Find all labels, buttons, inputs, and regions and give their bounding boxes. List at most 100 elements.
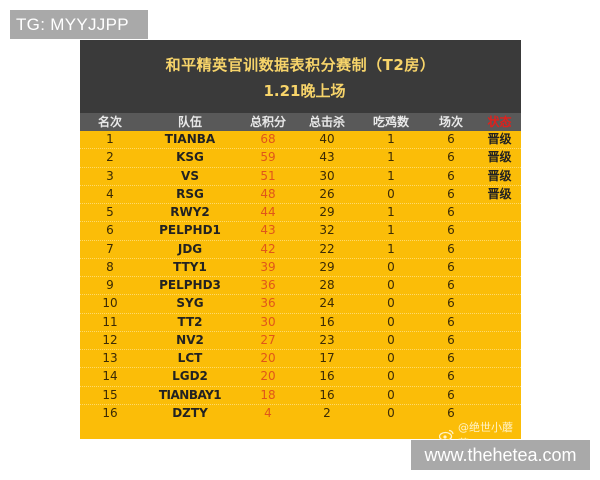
rank-cell: 15 xyxy=(102,387,118,402)
chicken-cell: 1 xyxy=(387,150,395,165)
top-watermark-label: TG: MYYJJPP xyxy=(10,10,148,39)
rank-cell: 2 xyxy=(106,150,114,165)
kills-cell: 17 xyxy=(319,351,335,365)
status-cell xyxy=(478,295,521,312)
chicken-cell: 1 xyxy=(387,168,395,183)
kills-cell: 29 xyxy=(319,259,335,274)
table-row: 6 PELPHD1 43 32 1 6 xyxy=(80,222,521,241)
team-cell: DZTY xyxy=(172,405,208,420)
kills-cell: 23 xyxy=(319,332,335,347)
status-cell: 晋级 xyxy=(487,132,512,146)
points-cell: 18 xyxy=(260,387,276,402)
header-games: 场次 xyxy=(438,115,463,129)
header-points: 总积分 xyxy=(249,115,286,129)
points-cell: 4 xyxy=(264,405,272,420)
site-watermark-label: www.thehetea.com xyxy=(411,440,590,470)
rank-cell: 12 xyxy=(102,332,118,347)
chicken-cell: 1 xyxy=(387,205,395,219)
team-cell: PELPHD3 xyxy=(159,278,221,292)
table-row: 4 RSG 48 26 0 6 晋级 xyxy=(80,186,521,204)
table-row: 5 RWY2 44 29 1 6 xyxy=(80,204,521,223)
table-row: 1 TIANBA 68 40 1 6 晋级 xyxy=(80,131,521,150)
kills-cell: 28 xyxy=(319,278,335,292)
team-cell: NV2 xyxy=(176,332,204,347)
kills-cell: 40 xyxy=(319,132,335,146)
status-cell xyxy=(478,368,521,385)
points-cell: 43 xyxy=(260,223,276,238)
points-cell: 20 xyxy=(260,351,276,365)
chicken-cell: 0 xyxy=(387,186,395,201)
team-cell: TIANBAY1 xyxy=(158,387,222,402)
points-cell: 20 xyxy=(260,369,276,384)
rank-cell: 6 xyxy=(106,223,114,238)
column-header-row: 名次 队伍 总积分 总击杀 吃鸡数 场次 状态 xyxy=(80,113,521,131)
table-row: 8 TTY1 39 29 0 6 xyxy=(80,259,521,277)
status-cell xyxy=(478,277,521,294)
points-cell: 42 xyxy=(260,241,276,256)
games-cell: 6 xyxy=(447,132,455,146)
games-cell: 6 xyxy=(447,223,455,238)
points-cell: 48 xyxy=(260,186,276,201)
team-cell: PELPHD1 xyxy=(159,223,221,238)
table-row: 13 LCT 20 17 0 6 xyxy=(80,350,521,369)
games-cell: 6 xyxy=(447,314,455,329)
table-row: 9 PELPHD3 36 28 0 6 xyxy=(80,277,521,296)
chicken-cell: 1 xyxy=(387,132,395,146)
games-cell: 6 xyxy=(447,205,455,219)
points-cell: 36 xyxy=(260,278,276,292)
chicken-cell: 0 xyxy=(387,405,395,420)
kills-cell: 30 xyxy=(319,168,335,183)
chicken-cell: 1 xyxy=(387,223,395,238)
table-row: 11 TT2 30 16 0 6 xyxy=(80,314,521,332)
table-row: 3 VS 51 30 1 6 晋级 xyxy=(80,168,521,186)
standings-table: 和平精英官训数据表积分赛制（T2房） 1.21晚上场 名次 队伍 总积分 总击杀… xyxy=(80,40,521,450)
title-band: 和平精英官训数据表积分赛制（T2房） 1.21晚上场 xyxy=(80,40,521,113)
rank-cell: 10 xyxy=(102,296,118,311)
team-cell: SYG xyxy=(176,296,204,311)
header-status: 状态 xyxy=(487,115,512,129)
table-row: 14 LGD2 20 16 0 6 xyxy=(80,368,521,387)
games-cell: 6 xyxy=(447,259,455,274)
games-cell: 6 xyxy=(447,241,455,256)
games-cell: 6 xyxy=(447,278,455,292)
rank-cell: 3 xyxy=(106,168,114,183)
chicken-cell: 0 xyxy=(387,296,395,311)
status-cell xyxy=(478,204,521,221)
table-row: 12 NV2 27 23 0 6 xyxy=(80,332,521,350)
rank-cell: 8 xyxy=(106,259,114,274)
kills-cell: 43 xyxy=(319,150,335,165)
rank-cell: 13 xyxy=(102,351,118,365)
chicken-cell: 0 xyxy=(387,332,395,347)
status-cell: 晋级 xyxy=(487,186,512,201)
team-cell: LCT xyxy=(177,351,203,365)
points-cell: 68 xyxy=(260,132,276,146)
status-cell xyxy=(478,350,521,367)
kills-cell: 2 xyxy=(323,405,331,420)
rank-cell: 7 xyxy=(106,241,114,256)
header-chicken: 吃鸡数 xyxy=(372,115,409,129)
points-cell: 30 xyxy=(260,314,276,329)
games-cell: 6 xyxy=(447,387,455,402)
status-cell xyxy=(478,332,521,349)
chicken-cell: 0 xyxy=(387,278,395,292)
games-cell: 6 xyxy=(447,186,455,201)
points-cell: 39 xyxy=(260,259,276,274)
games-cell: 6 xyxy=(447,351,455,365)
header-team: 队伍 xyxy=(177,115,202,129)
games-cell: 6 xyxy=(447,150,455,165)
kills-cell: 26 xyxy=(319,186,335,201)
team-cell: VS xyxy=(181,168,199,183)
table-title: 和平精英官训数据表积分赛制（T2房） xyxy=(165,56,436,74)
rank-cell: 16 xyxy=(102,405,118,420)
chicken-cell: 0 xyxy=(387,369,395,384)
status-cell xyxy=(478,314,521,331)
team-cell: JDG xyxy=(177,241,203,256)
kills-cell: 32 xyxy=(319,223,335,238)
chicken-cell: 1 xyxy=(387,241,395,256)
status-cell xyxy=(478,241,521,258)
header-rank: 名次 xyxy=(97,115,122,129)
team-cell: LGD2 xyxy=(172,369,208,384)
status-cell: 晋级 xyxy=(487,150,512,165)
kills-cell: 16 xyxy=(319,369,335,384)
table-body: 1 TIANBA 68 40 1 6 晋级 2 KSG 59 43 1 6 晋级… xyxy=(80,131,521,423)
